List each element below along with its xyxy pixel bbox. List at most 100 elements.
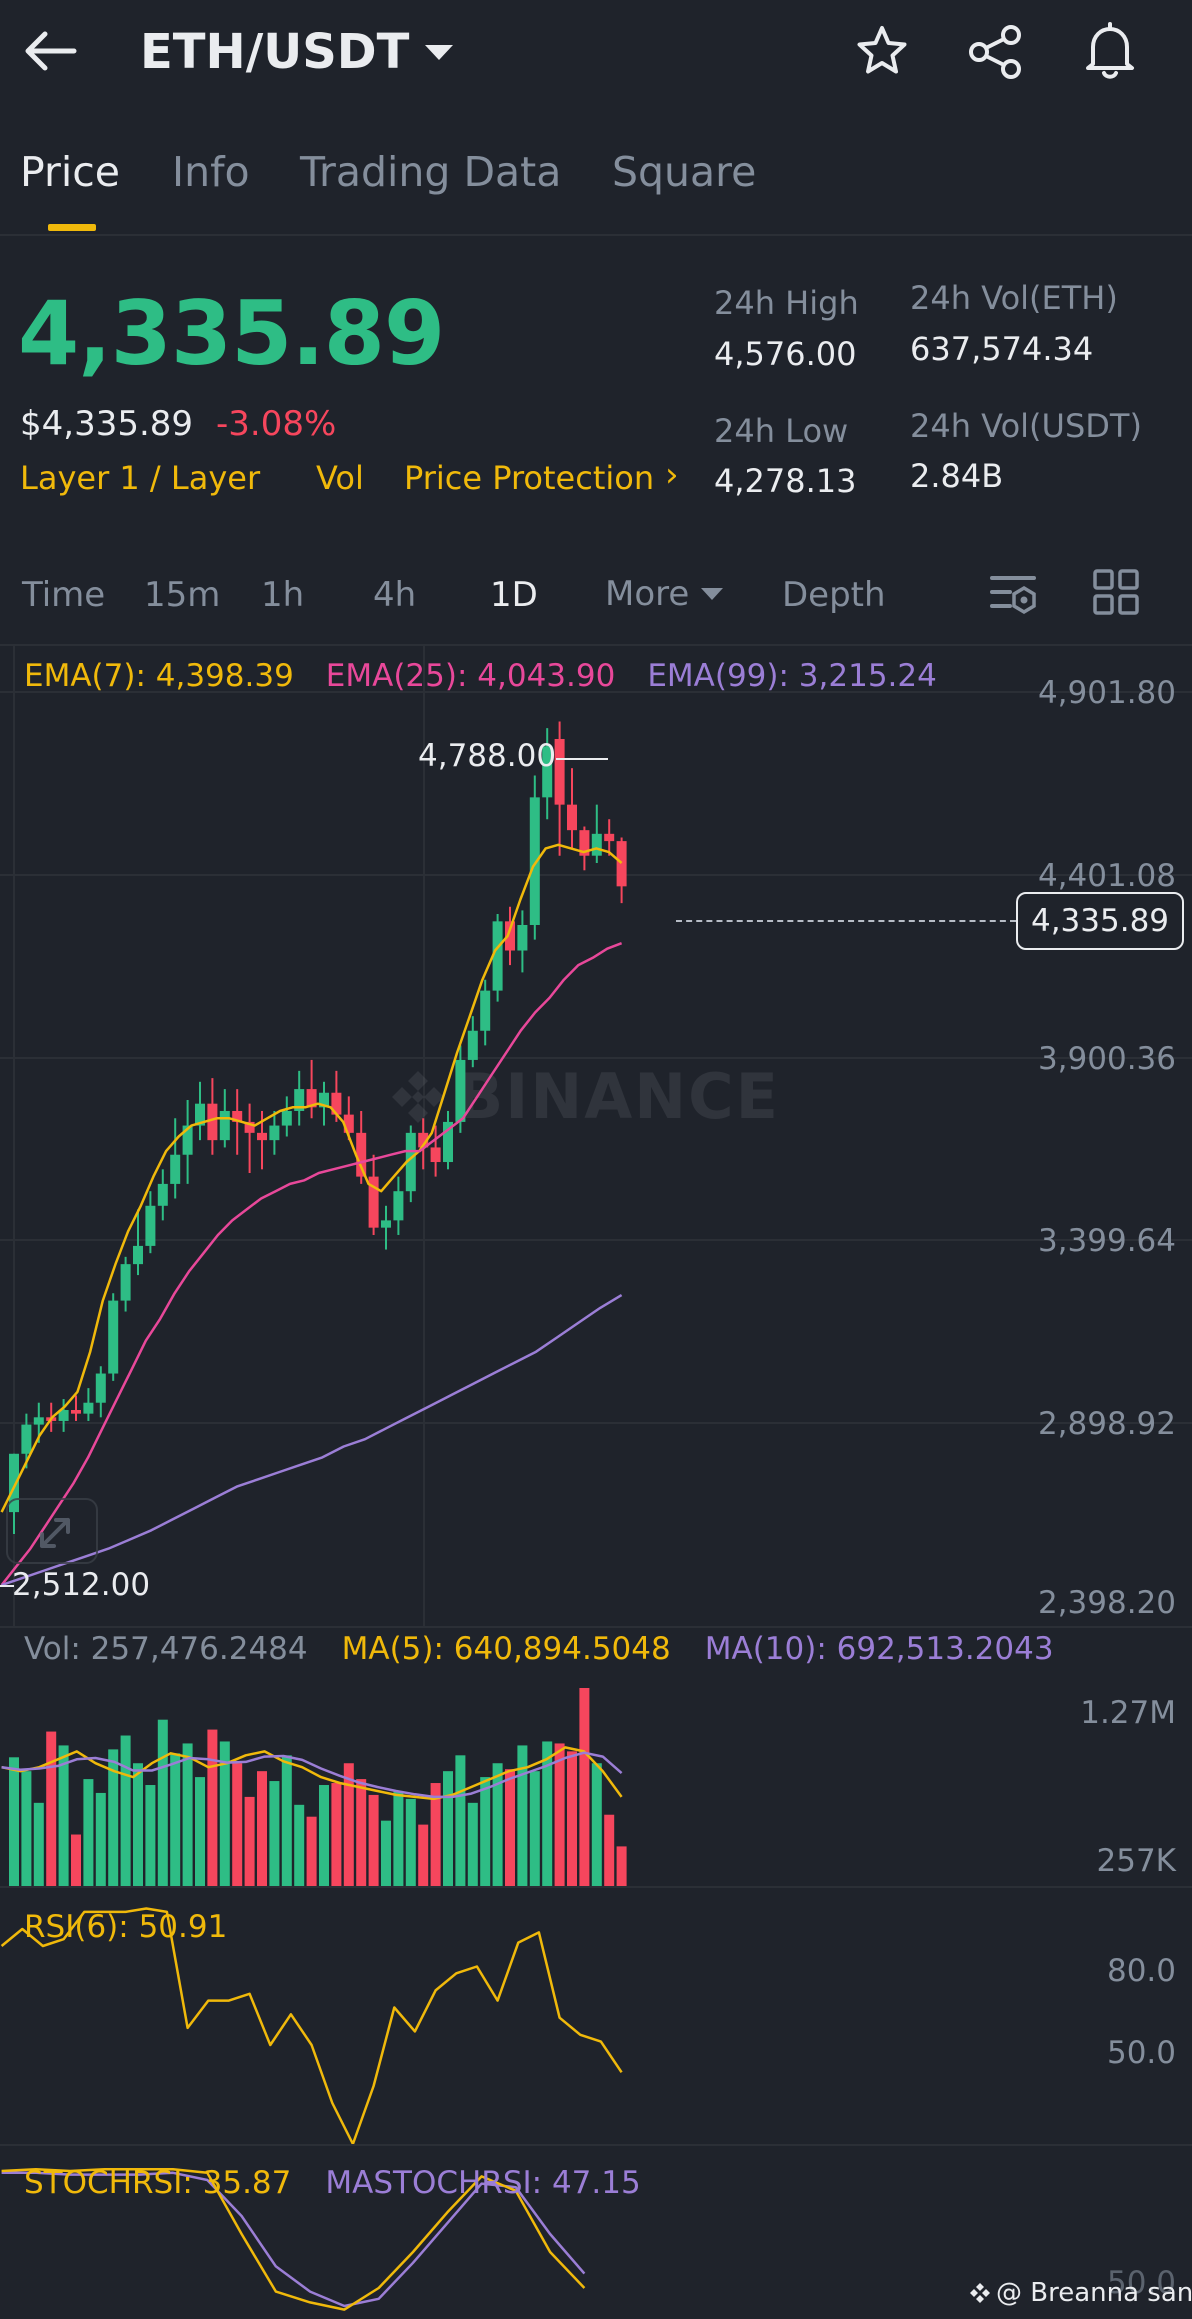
chart-settings-icon [990,576,1036,615]
more-intervals-button[interactable]: More [605,572,724,616]
share-icon [969,25,1021,79]
divider [0,644,1192,646]
y-tick: 3,399.64 [1037,1223,1176,1259]
volume-bar [368,1794,379,1886]
stochrsi-legend: STOCHRSI: 35.87 MASTOCHRSI: 47.15 [24,2168,641,2199]
binance-logo-icon [970,2283,990,2303]
candle-body [133,1245,143,1265]
volume-bar [554,1743,565,1886]
favorite-button[interactable] [852,22,912,82]
volume-bar [567,1751,577,1886]
volume-bar [579,1688,590,1886]
back-button[interactable] [18,20,78,80]
volume-bar [281,1755,292,1886]
candle-body [505,921,515,951]
y-tick: 4,401.08 [1037,858,1176,894]
volume-bar [591,1763,602,1886]
ema25-line [0,942,623,1586]
share-button[interactable] [966,22,1026,82]
volume-bar [232,1763,243,1886]
ma10-label: MA(10): 692,513.2043 [704,1631,1054,1667]
candle-body [58,1410,69,1421]
layout-button[interactable] [1092,568,1142,618]
rsi-panel[interactable]: RSI(6): 50.91 80.0 50.0 [0,1888,1192,2146]
volume-bar [195,1777,205,1886]
tag-vol[interactable]: Vol [316,459,364,497]
low-label: 24h Low [714,412,849,450]
candle-body [71,1410,81,1414]
volume-bar [71,1834,81,1886]
ema7-line [0,843,623,1513]
tab-trading-data[interactable]: Trading Data [300,148,562,196]
candle-body [591,833,602,856]
candle-body [269,1125,280,1141]
volume-bar [33,1802,44,1886]
interval-4h[interactable]: 4h [373,575,417,615]
grid-layout-icon [1093,569,1139,615]
ema99-label: EMA(99): 3,215.24 [647,658,937,694]
candle-body [430,1147,441,1163]
candle-body [554,739,565,805]
divider [0,1626,1192,1628]
candles-layer [9,721,627,1534]
expand-chart-button[interactable] [6,1498,98,1564]
volume-bar [480,1777,491,1886]
high-marker: 4,788.00 [418,738,557,774]
volume-bar [294,1804,305,1886]
price-protection-link[interactable]: Price Protection [404,459,655,497]
vol-eth-value: 637,574.34 [910,330,1094,368]
credit-text: @ Breanna sana [996,2278,1192,2308]
volume-bar [145,1785,156,1886]
interval-1h[interactable]: 1h [261,575,305,615]
tab-info[interactable]: Info [172,148,250,196]
expand-arrows-icon [40,1518,70,1548]
y-tick: 2,398.20 [1037,1585,1176,1621]
volume-bar [517,1745,528,1886]
pair-title: ETH/USDT [140,24,410,80]
volume-bar [95,1792,106,1886]
candle-body [405,1132,416,1192]
stochrsi-line [1,2167,586,2311]
arrow-left-icon [25,31,77,71]
candle-body [232,1110,243,1122]
alert-button[interactable] [1080,20,1140,82]
candle-body [170,1154,181,1184]
current-price-tag[interactable]: 4,335.89 [1016,892,1184,950]
tab-square[interactable]: Square [612,148,757,196]
ema-layer [0,843,623,1587]
y-tick: 2,898.92 [1037,1406,1176,1442]
volume-bars-layer [1,1688,627,1886]
stochrsi-panel[interactable]: STOCHRSI: 35.87 MASTOCHRSI: 47.15 50.0 @… [0,2146,1192,2319]
volume-bar [430,1783,441,1886]
volume-bar [58,1745,69,1886]
vol-label: Vol: 257,476.2484 [24,1631,308,1667]
candle-body [145,1205,156,1246]
tag-layer[interactable]: Layer 1 / Layer [20,459,261,497]
volume-bar [542,1741,553,1886]
chart-settings-button[interactable] [988,568,1044,620]
volume-bar [467,1802,478,1886]
interval-15m[interactable]: 15m [144,575,221,615]
rsi-y-mid: 50.0 [1106,2035,1176,2071]
ema7-label: EMA(7): 4,398.39 [24,658,294,694]
main-chart[interactable]: BINANCE EMA(7): 4,398.39 EMA(25): 4,043.… [0,646,1192,1626]
low-marker-line [0,1585,14,1587]
depth-tab[interactable]: Depth [782,575,886,615]
candle-body [480,990,491,1031]
candle-body [604,833,615,842]
vol-usdt-value: 2.84B [910,457,1004,495]
volume-bar [219,1741,230,1886]
divider [0,1886,1192,1888]
pair-selector[interactable]: ETH/USDT [140,24,454,80]
tab-bar: Price Info Trading Data Square [0,148,1192,234]
volume-bar [157,1719,168,1886]
candle-body [21,1424,32,1454]
stochrsi-label: STOCHRSI: 35.87 [24,2165,292,2201]
divider [0,234,1192,236]
interval-1d[interactable]: 1D [490,575,538,615]
interval-time[interactable]: Time [22,575,106,615]
volume-panel[interactable]: Vol: 257,476.2484 MA(5): 640,894.5048 MA… [0,1628,1192,1886]
volume-bar [393,1790,404,1886]
tab-price[interactable]: Price [20,148,121,196]
high-marker-line [556,758,608,760]
